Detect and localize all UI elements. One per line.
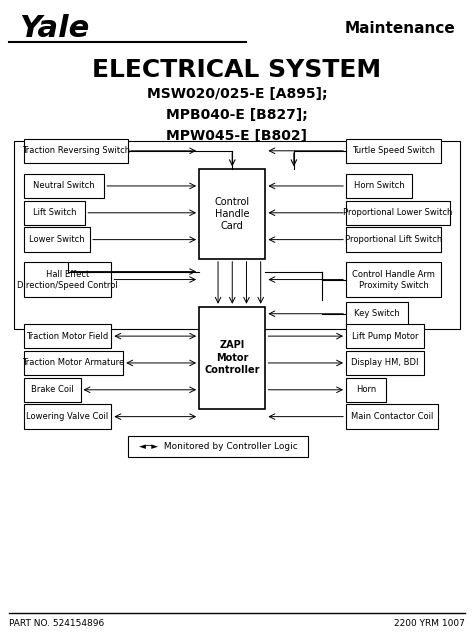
- Text: Lower Switch: Lower Switch: [29, 235, 85, 244]
- FancyBboxPatch shape: [24, 404, 111, 429]
- Text: Display HM, BDI: Display HM, BDI: [351, 358, 419, 367]
- FancyBboxPatch shape: [14, 141, 460, 329]
- Text: Key Switch: Key Switch: [354, 309, 400, 318]
- FancyBboxPatch shape: [346, 174, 412, 198]
- Text: Traction Reversing Switch: Traction Reversing Switch: [22, 146, 130, 155]
- Text: Control
Handle
Card: Control Handle Card: [215, 197, 250, 231]
- FancyBboxPatch shape: [199, 307, 265, 409]
- FancyBboxPatch shape: [346, 351, 424, 375]
- FancyBboxPatch shape: [346, 227, 441, 252]
- Text: ELECTRICAL SYSTEM: ELECTRICAL SYSTEM: [92, 58, 382, 82]
- FancyBboxPatch shape: [24, 324, 111, 348]
- Text: Lift Pump Motor: Lift Pump Motor: [352, 332, 419, 341]
- Text: Yale: Yale: [19, 14, 89, 43]
- FancyBboxPatch shape: [346, 139, 441, 163]
- FancyBboxPatch shape: [346, 201, 450, 225]
- Text: Maintenance: Maintenance: [344, 21, 455, 36]
- Text: Hall Effect
Direction/Speed Control: Hall Effect Direction/Speed Control: [17, 270, 118, 289]
- Text: Main Contactor Coil: Main Contactor Coil: [351, 412, 433, 421]
- FancyBboxPatch shape: [346, 262, 441, 297]
- FancyBboxPatch shape: [24, 227, 90, 252]
- Text: MSW020/025-E [A895];
MPB040-E [B827];
MPW045-E [B802]: MSW020/025-E [A895]; MPB040-E [B827]; MP…: [147, 88, 327, 142]
- FancyBboxPatch shape: [346, 324, 424, 348]
- FancyBboxPatch shape: [128, 436, 308, 457]
- FancyBboxPatch shape: [24, 378, 81, 402]
- Text: ZAPI
Motor
Controller: ZAPI Motor Controller: [204, 341, 260, 375]
- FancyBboxPatch shape: [24, 262, 111, 297]
- FancyBboxPatch shape: [24, 139, 128, 163]
- FancyBboxPatch shape: [24, 351, 123, 375]
- Text: Brake Coil: Brake Coil: [31, 385, 73, 394]
- Text: PART NO. 524154896: PART NO. 524154896: [9, 619, 105, 627]
- Text: Proportional Lower Switch: Proportional Lower Switch: [344, 208, 453, 217]
- Text: Neutral Switch: Neutral Switch: [33, 181, 95, 190]
- Text: Traction Motor Field: Traction Motor Field: [27, 332, 109, 341]
- FancyBboxPatch shape: [24, 174, 104, 198]
- FancyBboxPatch shape: [346, 378, 386, 402]
- FancyBboxPatch shape: [199, 169, 265, 259]
- Text: Horn Switch: Horn Switch: [354, 181, 404, 190]
- Text: Lift Switch: Lift Switch: [33, 208, 76, 217]
- Text: Turtle Speed Switch: Turtle Speed Switch: [352, 146, 435, 155]
- Text: Control Handle Arm
Proximity Switch: Control Handle Arm Proximity Switch: [352, 270, 435, 289]
- Text: Horn: Horn: [356, 385, 376, 394]
- Text: Proportional Lift Switch: Proportional Lift Switch: [345, 235, 442, 244]
- FancyBboxPatch shape: [24, 201, 85, 225]
- FancyBboxPatch shape: [346, 404, 438, 429]
- Text: 2200 YRM 1007: 2200 YRM 1007: [393, 619, 465, 627]
- Text: ◄─►  Monitored by Controller Logic: ◄─► Monitored by Controller Logic: [139, 442, 297, 451]
- Text: Traction Motor Armature: Traction Motor Armature: [22, 358, 125, 367]
- FancyBboxPatch shape: [346, 302, 408, 326]
- Text: Lowering Valve Coil: Lowering Valve Coil: [27, 412, 109, 421]
